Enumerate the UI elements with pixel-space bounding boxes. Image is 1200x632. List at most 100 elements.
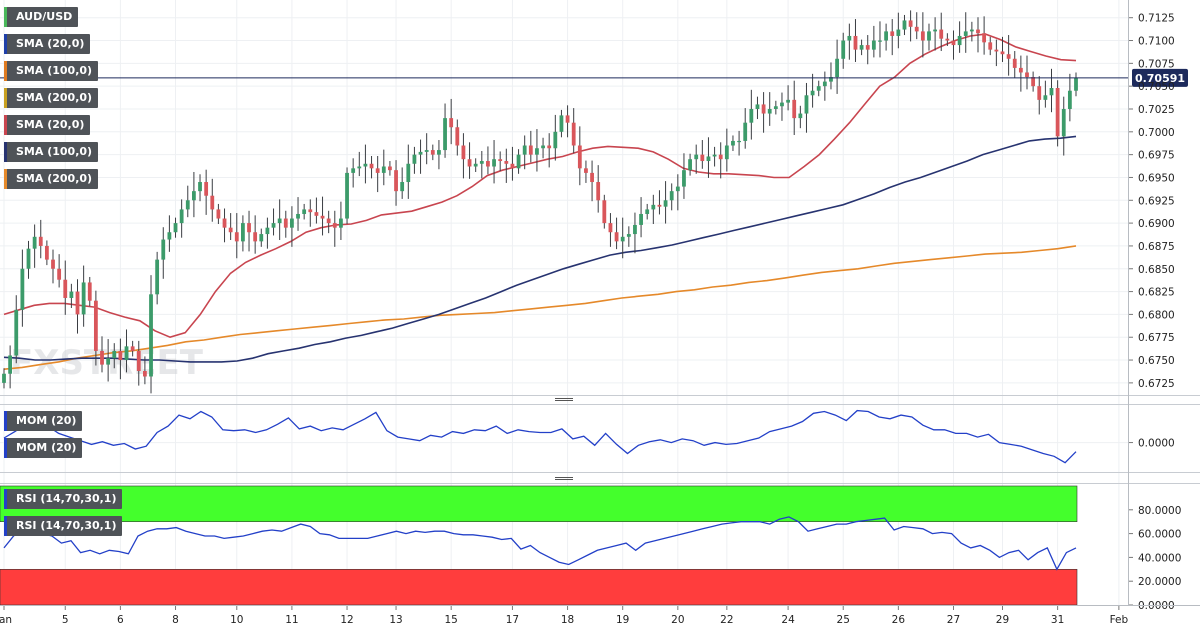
legend-momentum[interactable]: MOM (20): [4, 438, 83, 458]
legend-sma[interactable]: SMA (200,0): [4, 88, 99, 108]
candle-body: [345, 172, 349, 219]
candle-body: [743, 122, 748, 141]
candle-body: [351, 168, 356, 173]
candle: [32, 224, 37, 268]
y-tick-label: 0.6800: [1138, 309, 1175, 321]
candle-body: [694, 154, 699, 160]
candle-body: [363, 163, 368, 167]
y-tick-label: 60.0000: [1138, 529, 1181, 541]
legend-sma[interactable]: SMA (20,0): [4, 34, 91, 54]
candle-body: [44, 245, 49, 260]
momentum-line: [3, 409, 1077, 464]
candle-body: [706, 156, 711, 162]
x-tick-label: 5: [62, 614, 69, 626]
candle-body: [161, 239, 166, 260]
legend-rsi[interactable]: RSI (14,70,30,1): [4, 516, 123, 536]
resize-handle[interactable]: [555, 398, 573, 401]
y-tick-label: 20.0000: [1138, 576, 1181, 588]
candle: [963, 12, 968, 53]
candle-body: [822, 81, 827, 87]
candle: [890, 19, 895, 56]
candle: [198, 174, 202, 202]
resize-handle[interactable]: [555, 477, 573, 480]
candle: [761, 92, 766, 133]
candle: [749, 89, 754, 140]
candle: [467, 142, 472, 179]
candle-body: [479, 161, 484, 164]
x-tick-label: 26: [892, 614, 906, 626]
candle: [651, 194, 656, 225]
candle-body: [149, 294, 153, 377]
candle-body: [626, 234, 631, 237]
candle: [780, 92, 784, 121]
candle-body: [87, 282, 92, 301]
candle: [816, 80, 821, 97]
candle: [516, 149, 521, 174]
candle: [2, 368, 6, 389]
y-tick-label: 0.6975: [1138, 150, 1175, 162]
candle: [314, 197, 319, 224]
candle-body: [933, 29, 938, 32]
y-tick-label: 40.0000: [1138, 552, 1181, 564]
candle: [584, 160, 588, 183]
candle: [528, 130, 533, 163]
legend-sma[interactable]: SMA (100,0): [4, 142, 99, 162]
candle: [804, 82, 809, 133]
x-tick-label: 24: [781, 614, 795, 626]
candle-body: [486, 161, 490, 167]
candle: [596, 165, 601, 213]
legend-sma[interactable]: SMA (20,0): [4, 115, 91, 135]
candle: [614, 217, 619, 250]
candle: [914, 12, 919, 40]
candle-body: [1031, 77, 1036, 87]
y-axis: 0.7125 0.7100 0.7075 0.7050 0.7025 0.7000 0.69…: [1128, 13, 1181, 612]
legend-label: MOM (20): [16, 441, 77, 454]
candle: [265, 217, 270, 249]
candle: [535, 129, 539, 172]
candle-body: [749, 108, 754, 123]
candle: [706, 137, 711, 178]
candle: [1055, 80, 1060, 147]
candle-body: [651, 204, 656, 210]
candle-body: [277, 218, 282, 224]
y-tick-label: 0.6875: [1138, 241, 1175, 253]
candle-body: [1006, 54, 1011, 59]
candle: [406, 144, 411, 199]
candle-body: [810, 90, 815, 96]
candle: [57, 254, 62, 288]
candle: [810, 73, 815, 108]
candle-body: [314, 212, 319, 216]
legend-sma[interactable]: SMA (100,0): [4, 61, 99, 81]
candle-body: [100, 350, 104, 365]
candle-body: [571, 122, 576, 146]
legend-instrument[interactable]: AUD/USD: [4, 7, 79, 27]
candle: [69, 283, 74, 309]
candle-body: [283, 218, 288, 228]
legend-sma[interactable]: SMA (200,0): [4, 169, 99, 189]
candle: [896, 12, 901, 49]
candle: [773, 100, 778, 115]
legend-label: MOM (20): [16, 414, 77, 427]
legend-rsi[interactable]: RSI (14,70,30,1): [4, 489, 123, 509]
candle-body: [247, 223, 251, 233]
candle-body: [633, 224, 637, 235]
current-price-line: 0.70591: [0, 68, 1188, 87]
candle-body: [737, 140, 741, 143]
candle: [988, 36, 993, 56]
candle: [234, 213, 239, 259]
candle-body: [657, 204, 662, 207]
candle-body: [963, 31, 968, 36]
candle: [241, 215, 245, 252]
candle: [565, 105, 570, 138]
candle: [1037, 76, 1042, 115]
candle-body: [210, 195, 215, 210]
legend-momentum[interactable]: MOM (20): [4, 411, 83, 431]
y-tick-label: 0.6825: [1138, 287, 1175, 299]
y-tick-label: 0.7050: [1138, 81, 1175, 93]
sma-lines: [3, 33, 1077, 370]
candle-body: [130, 346, 135, 351]
x-tick-label: 17: [506, 614, 519, 626]
candle: [375, 156, 380, 193]
candle: [737, 130, 741, 156]
candle: [185, 185, 190, 218]
